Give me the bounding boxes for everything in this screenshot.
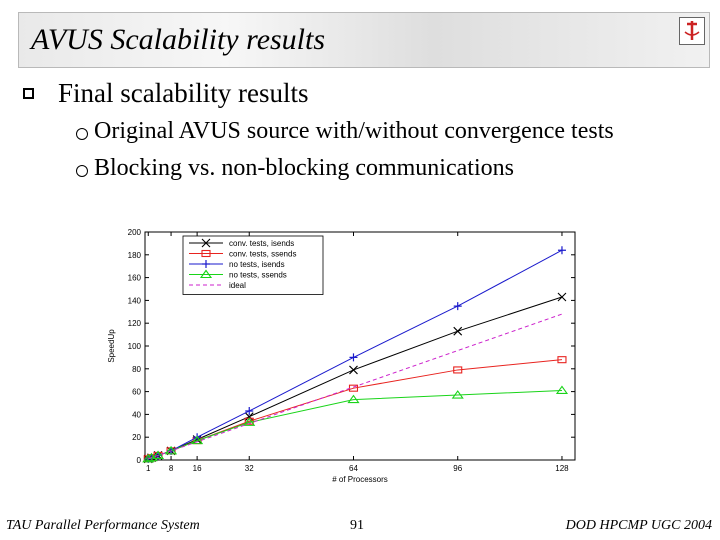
main-bullet: Final scalability results	[58, 78, 309, 108]
data-point	[199, 269, 213, 279]
speedup-chart: 0 20 40 60 80 100 120 140 160 180 200 1 8 16 32 64 96 128…	[107, 228, 576, 484]
logo-icon	[679, 17, 705, 45]
series-line	[148, 313, 563, 460]
y-tick-label: 100	[128, 342, 142, 351]
data-point	[451, 390, 464, 399]
chart-series	[142, 246, 569, 464]
y-tick-label: 200	[128, 228, 142, 237]
data-point	[555, 385, 569, 395]
chart-axes: 0 20 40 60 80 100 120 140 160 180 200 1 8 16 32 64 96 128…	[107, 228, 576, 484]
data-point	[453, 366, 463, 374]
y-tick-label: 140	[128, 296, 142, 305]
y-tick-label: 0	[137, 456, 142, 465]
series-no-tests-ssends	[142, 385, 569, 463]
footer-right: DOD HPCMP UGC 2004	[565, 518, 712, 533]
data-point	[347, 394, 360, 404]
page-number: 91	[350, 518, 364, 533]
data-point	[557, 246, 566, 255]
data-point	[244, 412, 254, 422]
series-ideal	[148, 313, 563, 460]
x-axis-label: # of Processors	[332, 475, 388, 484]
ring-bullet-icon	[76, 165, 88, 177]
y-tick-label: 120	[128, 319, 142, 328]
y-tick-label: 160	[128, 274, 142, 283]
data-point	[349, 365, 358, 375]
y-tick-label: 180	[128, 251, 142, 260]
legend-label: conv. tests, ssends	[229, 250, 296, 259]
sub-bullet-2: Blocking vs. non-blocking communications	[94, 155, 514, 181]
legend-label: no tests, isends	[229, 260, 285, 269]
ring-bullet-icon	[76, 128, 88, 140]
data-point	[191, 435, 204, 445]
x-tick-label: 64	[349, 464, 358, 473]
x-tick-label: 96	[453, 464, 462, 473]
data-point	[201, 249, 211, 258]
title-bar: AVUS Scalability results	[18, 12, 710, 68]
square-bullet-icon	[23, 88, 34, 99]
y-tick-label: 80	[132, 365, 141, 374]
data-point	[349, 353, 358, 362]
x-tick-label: 1	[146, 464, 151, 473]
legend-label: no tests, ssends	[229, 271, 287, 280]
bullet-list: Final scalability results Original AVUS …	[0, 0, 720, 200]
legend-label: conv. tests, isends	[229, 239, 294, 248]
data-point	[245, 406, 254, 415]
data-point	[164, 445, 178, 455]
data-point	[557, 356, 567, 364]
y-tick-label: 40	[132, 410, 141, 419]
data-point	[243, 417, 256, 426]
data-point	[202, 260, 210, 268]
data-point	[453, 326, 463, 336]
sub-bullet-1: Original AVUS source with/without conver…	[94, 118, 614, 144]
data-point	[201, 238, 211, 248]
legend-label: ideal	[229, 281, 246, 290]
x-tick-label: 16	[193, 464, 202, 473]
x-tick-label: 32	[245, 464, 254, 473]
y-tick-label: 60	[132, 388, 141, 397]
x-tick-label: 8	[169, 464, 174, 473]
footer-left: TAU Parallel Performance System	[6, 518, 200, 533]
y-axis-label: SpeedUp	[107, 329, 116, 363]
data-point	[557, 292, 567, 302]
x-tick-label: 128	[555, 464, 569, 473]
y-tick-label: 20	[132, 433, 141, 442]
data-point	[151, 450, 165, 459]
slide-title: AVUS Scalability results	[31, 23, 326, 56]
data-point	[453, 302, 462, 311]
